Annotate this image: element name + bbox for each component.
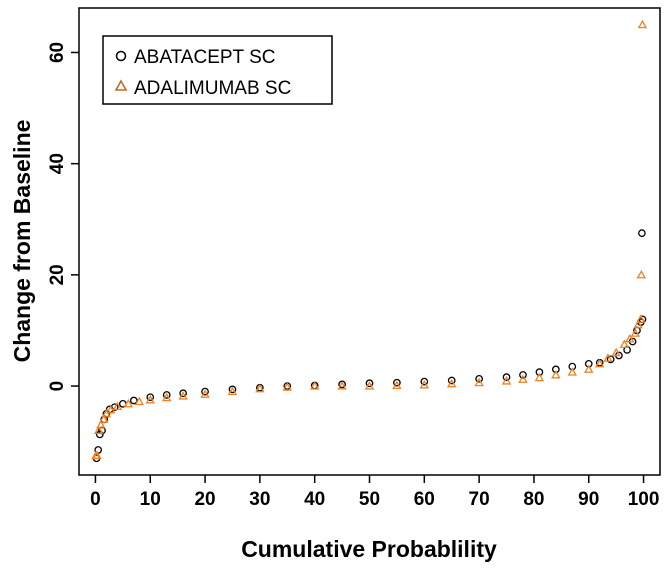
series-abatacept [92,229,647,463]
x-tick-label: 40 [304,489,325,510]
data-point [365,379,374,388]
x-tick-label: 90 [578,489,599,510]
x-axis-title: Cumulative Probablility [241,536,497,562]
data-point [619,339,630,348]
legend: ABATACEPT SC ADALIMUMAB SC [102,35,333,105]
series-layer [91,19,648,463]
data-point [625,333,635,343]
legend-box [102,35,333,105]
data-point [534,372,545,382]
data-point [101,408,112,418]
data-point [611,347,621,357]
x-axis: 0 10 20 30 40 50 60 70 80 90 100 [90,475,659,510]
y-axis: 0 20 40 60 [47,42,79,391]
data-point [94,425,104,435]
legend-marker-triangle [114,79,128,91]
x-tick-label: 30 [249,489,270,510]
data-point [518,374,528,383]
data-point [123,398,134,408]
y-axis-title: Change from Baseline [9,120,35,363]
data-point [201,387,209,396]
data-point [447,378,457,388]
data-point [92,450,102,460]
y-tick-label: 0 [47,381,68,392]
data-point [447,376,456,385]
data-point [474,377,484,387]
data-point [420,377,429,386]
x-tick-label: 10 [140,489,161,510]
data-point [595,358,605,368]
x-tick-label: 60 [414,489,435,510]
legend-label-adalimumab: ADALIMUMAB SC [134,78,291,99]
data-point [551,369,561,379]
data-point [519,371,527,379]
data-point [584,364,594,373]
data-point [96,420,106,429]
data-point [146,393,155,402]
data-point [129,396,138,405]
x-tick-label: 50 [359,489,380,510]
data-point [228,385,237,394]
data-point [178,391,188,400]
y-tick-label: 60 [47,42,68,63]
data-point [364,381,375,390]
data-point [227,386,238,396]
data-point [309,381,320,390]
x-tick-label: 0 [90,489,101,510]
data-point [501,376,512,385]
data-point [161,392,172,402]
data-point [419,379,430,389]
data-point [112,401,123,411]
data-point [636,314,646,323]
legend-marker-circle [115,50,127,62]
data-point [282,382,292,391]
data-point [337,381,347,390]
data-point [502,373,511,382]
data-point [95,430,104,439]
data-point [475,374,483,383]
x-tick-label: 20 [194,489,215,510]
data-point [603,353,613,362]
data-point [98,414,109,423]
data-point [636,269,647,279]
series-adalimumab [91,19,648,460]
data-point [162,391,171,399]
data-point [179,389,187,398]
legend-label-abatacept: ABATACEPT SC [134,47,275,68]
data-point [606,355,615,364]
x-tick-label: 70 [469,489,490,510]
x-tick-label: 100 [628,489,660,510]
data-point [255,383,265,393]
data-point [638,229,646,238]
y-tick-label: 40 [47,153,68,174]
data-point [637,19,648,29]
data-point [200,389,210,398]
data-point [145,395,155,404]
y-tick-label: 20 [47,264,68,285]
data-point [392,380,402,390]
data-point [630,328,641,337]
data-point [567,367,578,376]
data-point [633,319,643,329]
data-point [393,378,401,387]
data-point [106,405,116,414]
data-point [134,396,144,406]
x-tick-label: 80 [523,489,544,510]
